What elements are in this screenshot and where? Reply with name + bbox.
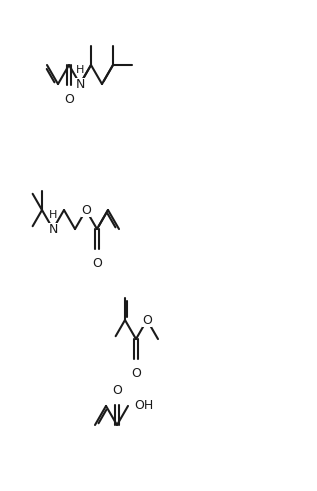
Text: OH: OH — [134, 400, 153, 412]
Text: O: O — [131, 367, 141, 380]
Text: O: O — [142, 313, 152, 327]
Text: O: O — [92, 257, 102, 270]
Text: N: N — [48, 222, 58, 236]
Text: H: H — [76, 65, 84, 75]
Text: H: H — [49, 210, 57, 220]
Text: O: O — [81, 203, 91, 217]
Text: N: N — [75, 78, 85, 90]
Text: O: O — [112, 384, 122, 397]
Text: O: O — [64, 93, 74, 106]
